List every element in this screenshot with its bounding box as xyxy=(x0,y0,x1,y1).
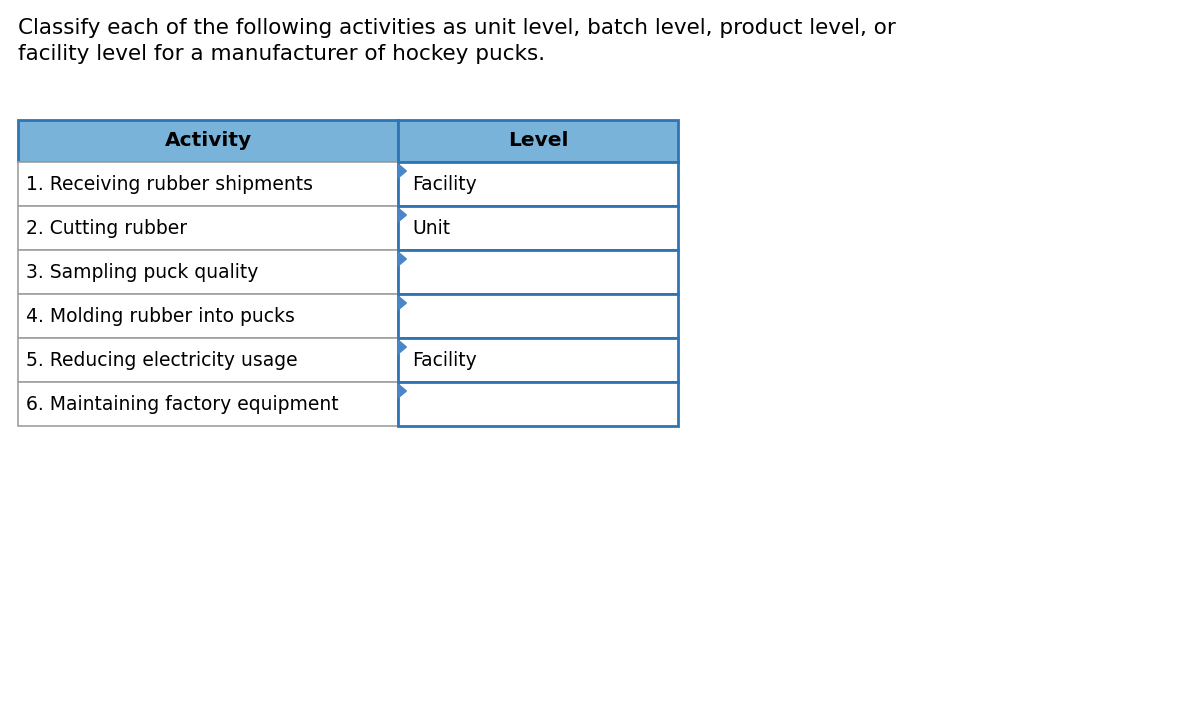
Text: Facility: Facility xyxy=(413,351,478,370)
Text: 5. Reducing electricity usage: 5. Reducing electricity usage xyxy=(26,351,298,370)
Bar xyxy=(398,250,678,294)
Bar xyxy=(18,120,398,162)
Bar xyxy=(398,294,678,338)
Text: facility level for a manufacturer of hockey pucks.: facility level for a manufacturer of hoc… xyxy=(18,44,545,64)
Polygon shape xyxy=(398,208,407,222)
Bar xyxy=(18,250,398,294)
Text: Classify each of the following activities as unit level, batch level, product le: Classify each of the following activitie… xyxy=(18,18,896,38)
Bar xyxy=(398,120,678,162)
Text: Facility: Facility xyxy=(413,174,478,193)
Bar xyxy=(398,382,678,426)
Bar xyxy=(18,382,398,426)
Text: Activity: Activity xyxy=(164,131,252,151)
Text: Level: Level xyxy=(508,131,569,151)
Bar xyxy=(18,294,398,338)
Bar xyxy=(398,338,678,382)
Bar xyxy=(18,162,398,206)
Polygon shape xyxy=(398,296,407,310)
Polygon shape xyxy=(398,164,407,178)
Bar xyxy=(18,338,398,382)
Text: 4. Molding rubber into pucks: 4. Molding rubber into pucks xyxy=(26,306,295,326)
Text: 2. Cutting rubber: 2. Cutting rubber xyxy=(26,218,187,238)
Bar xyxy=(18,206,398,250)
Bar xyxy=(398,162,678,206)
Bar xyxy=(398,206,678,250)
Text: 1. Receiving rubber shipments: 1. Receiving rubber shipments xyxy=(26,174,313,193)
Polygon shape xyxy=(398,252,407,266)
Text: 6. Maintaining factory equipment: 6. Maintaining factory equipment xyxy=(26,395,338,413)
Polygon shape xyxy=(398,340,407,354)
Text: Unit: Unit xyxy=(413,218,451,238)
Text: 3. Sampling puck quality: 3. Sampling puck quality xyxy=(26,263,258,281)
Polygon shape xyxy=(398,384,407,398)
